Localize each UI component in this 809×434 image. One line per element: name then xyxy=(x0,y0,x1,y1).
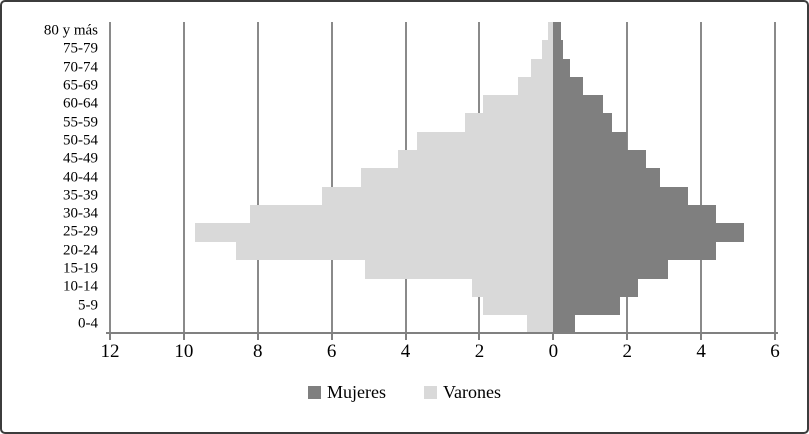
legend: Mujeres Varones xyxy=(2,383,807,401)
bar-varones-40-44 xyxy=(361,168,554,188)
bar-mujeres-75-79 xyxy=(553,40,563,60)
y-tick-label: 5-9 xyxy=(78,297,98,314)
bar-varones-55-59 xyxy=(464,113,554,133)
bar-varones-60-64 xyxy=(483,95,554,114)
bar-mujeres-15-19 xyxy=(553,259,668,279)
y-tick-label: 15-19 xyxy=(63,260,98,277)
y-axis-labels: 80 y más 75-79 70-74 65-69 60-64 55-59 50-54 45… xyxy=(2,22,102,333)
legend-swatch-mujeres xyxy=(308,385,322,399)
y-tick-label: 50-54 xyxy=(63,132,98,149)
bar-mujeres-35-39 xyxy=(553,186,689,206)
bar-mujeres-40-44 xyxy=(553,168,661,188)
x-tick-label: 0 xyxy=(548,341,559,362)
y-tick-label: 45-49 xyxy=(63,150,98,167)
legend-swatch-varones xyxy=(424,385,437,399)
x-tick-label: 2 xyxy=(622,341,632,362)
legend-item-varones: Varones xyxy=(424,383,501,401)
axis-tick xyxy=(404,334,407,340)
axis-tick xyxy=(700,334,703,340)
legend-label-varones: Varones xyxy=(443,382,501,402)
y-tick-label: 60-64 xyxy=(63,95,98,112)
bar-mujeres-80-y-más xyxy=(553,22,561,41)
axis-tick xyxy=(182,334,185,340)
bar-mujeres-0-4 xyxy=(553,314,576,334)
x-tick-label: 4 xyxy=(400,341,411,362)
axis-tick xyxy=(109,334,111,340)
y-tick-label: 25-29 xyxy=(63,223,98,240)
x-tick-label: 12 xyxy=(100,341,120,362)
bar-varones-75-79 xyxy=(542,40,554,60)
bar-mujeres-50-54 xyxy=(553,131,628,151)
gridline xyxy=(256,22,259,333)
bar-varones-5-9 xyxy=(483,296,554,316)
bar-varones-35-39 xyxy=(322,186,554,206)
axis-tick xyxy=(478,334,481,340)
y-tick-label: 75-79 xyxy=(63,40,98,57)
bar-mujeres-45-49 xyxy=(553,150,646,169)
legend-label-mujeres: Mujeres xyxy=(327,382,386,402)
axis-tick xyxy=(626,334,629,340)
y-tick-label: 55-59 xyxy=(63,114,98,131)
bar-mujeres-70-74 xyxy=(553,58,570,78)
bar-varones-45-49 xyxy=(398,150,554,169)
x-tick-label: 8 xyxy=(253,341,263,362)
x-tick-label: 2 xyxy=(474,341,485,362)
bar-varones-80-y-más xyxy=(547,22,554,41)
y-tick-label: 30-34 xyxy=(63,205,98,222)
gridline xyxy=(774,22,776,333)
axis-tick xyxy=(330,334,333,340)
bar-varones-30-34 xyxy=(250,204,554,224)
y-tick-label: 20-24 xyxy=(63,242,98,259)
bar-varones-10-14 xyxy=(472,278,554,297)
bar-varones-50-54 xyxy=(416,131,554,151)
bar-mujeres-30-34 xyxy=(553,204,716,224)
y-tick-label: 80 y más xyxy=(43,22,98,39)
bar-varones-25-29 xyxy=(194,223,554,243)
bar-varones-20-24 xyxy=(235,241,554,261)
x-axis-line xyxy=(106,332,778,334)
x-tick-label: 6 xyxy=(326,341,337,362)
bar-mujeres-25-29 xyxy=(553,223,744,243)
bar-mujeres-55-59 xyxy=(553,113,613,133)
bar-varones-70-74 xyxy=(531,58,554,78)
bar-mujeres-5-9 xyxy=(553,296,620,316)
x-tick-label: 10 xyxy=(174,341,194,362)
bar-mujeres-65-69 xyxy=(553,76,583,96)
bar-varones-15-19 xyxy=(364,259,554,279)
y-tick-label: 0-4 xyxy=(78,315,98,332)
bar-varones-0-4 xyxy=(527,314,554,334)
axis-tick xyxy=(552,334,555,340)
y-tick-label: 40-44 xyxy=(63,169,98,185)
plot-area xyxy=(109,22,776,334)
y-tick-label: 70-74 xyxy=(63,59,98,76)
bar-varones-65-69 xyxy=(518,76,554,96)
gridline xyxy=(109,22,111,333)
bar-mujeres-10-14 xyxy=(553,278,639,297)
x-tick-label: 6 xyxy=(770,341,780,362)
gridline xyxy=(330,22,333,333)
axis-tick xyxy=(774,334,776,340)
y-tick-label: 35-39 xyxy=(63,187,98,204)
y-tick-label: 10-14 xyxy=(63,278,98,295)
bar-mujeres-20-24 xyxy=(553,241,716,261)
bar-mujeres-60-64 xyxy=(553,95,604,114)
gridline xyxy=(182,22,185,333)
y-tick-label: 65-69 xyxy=(63,77,98,94)
gridline xyxy=(700,22,703,333)
x-axis-labels: 12 10 8 6 4 2 0 2 4 6 xyxy=(2,342,807,366)
x-tick-label: 4 xyxy=(696,341,706,362)
axis-tick xyxy=(256,334,259,340)
legend-item-mujeres: Mujeres xyxy=(308,383,386,401)
